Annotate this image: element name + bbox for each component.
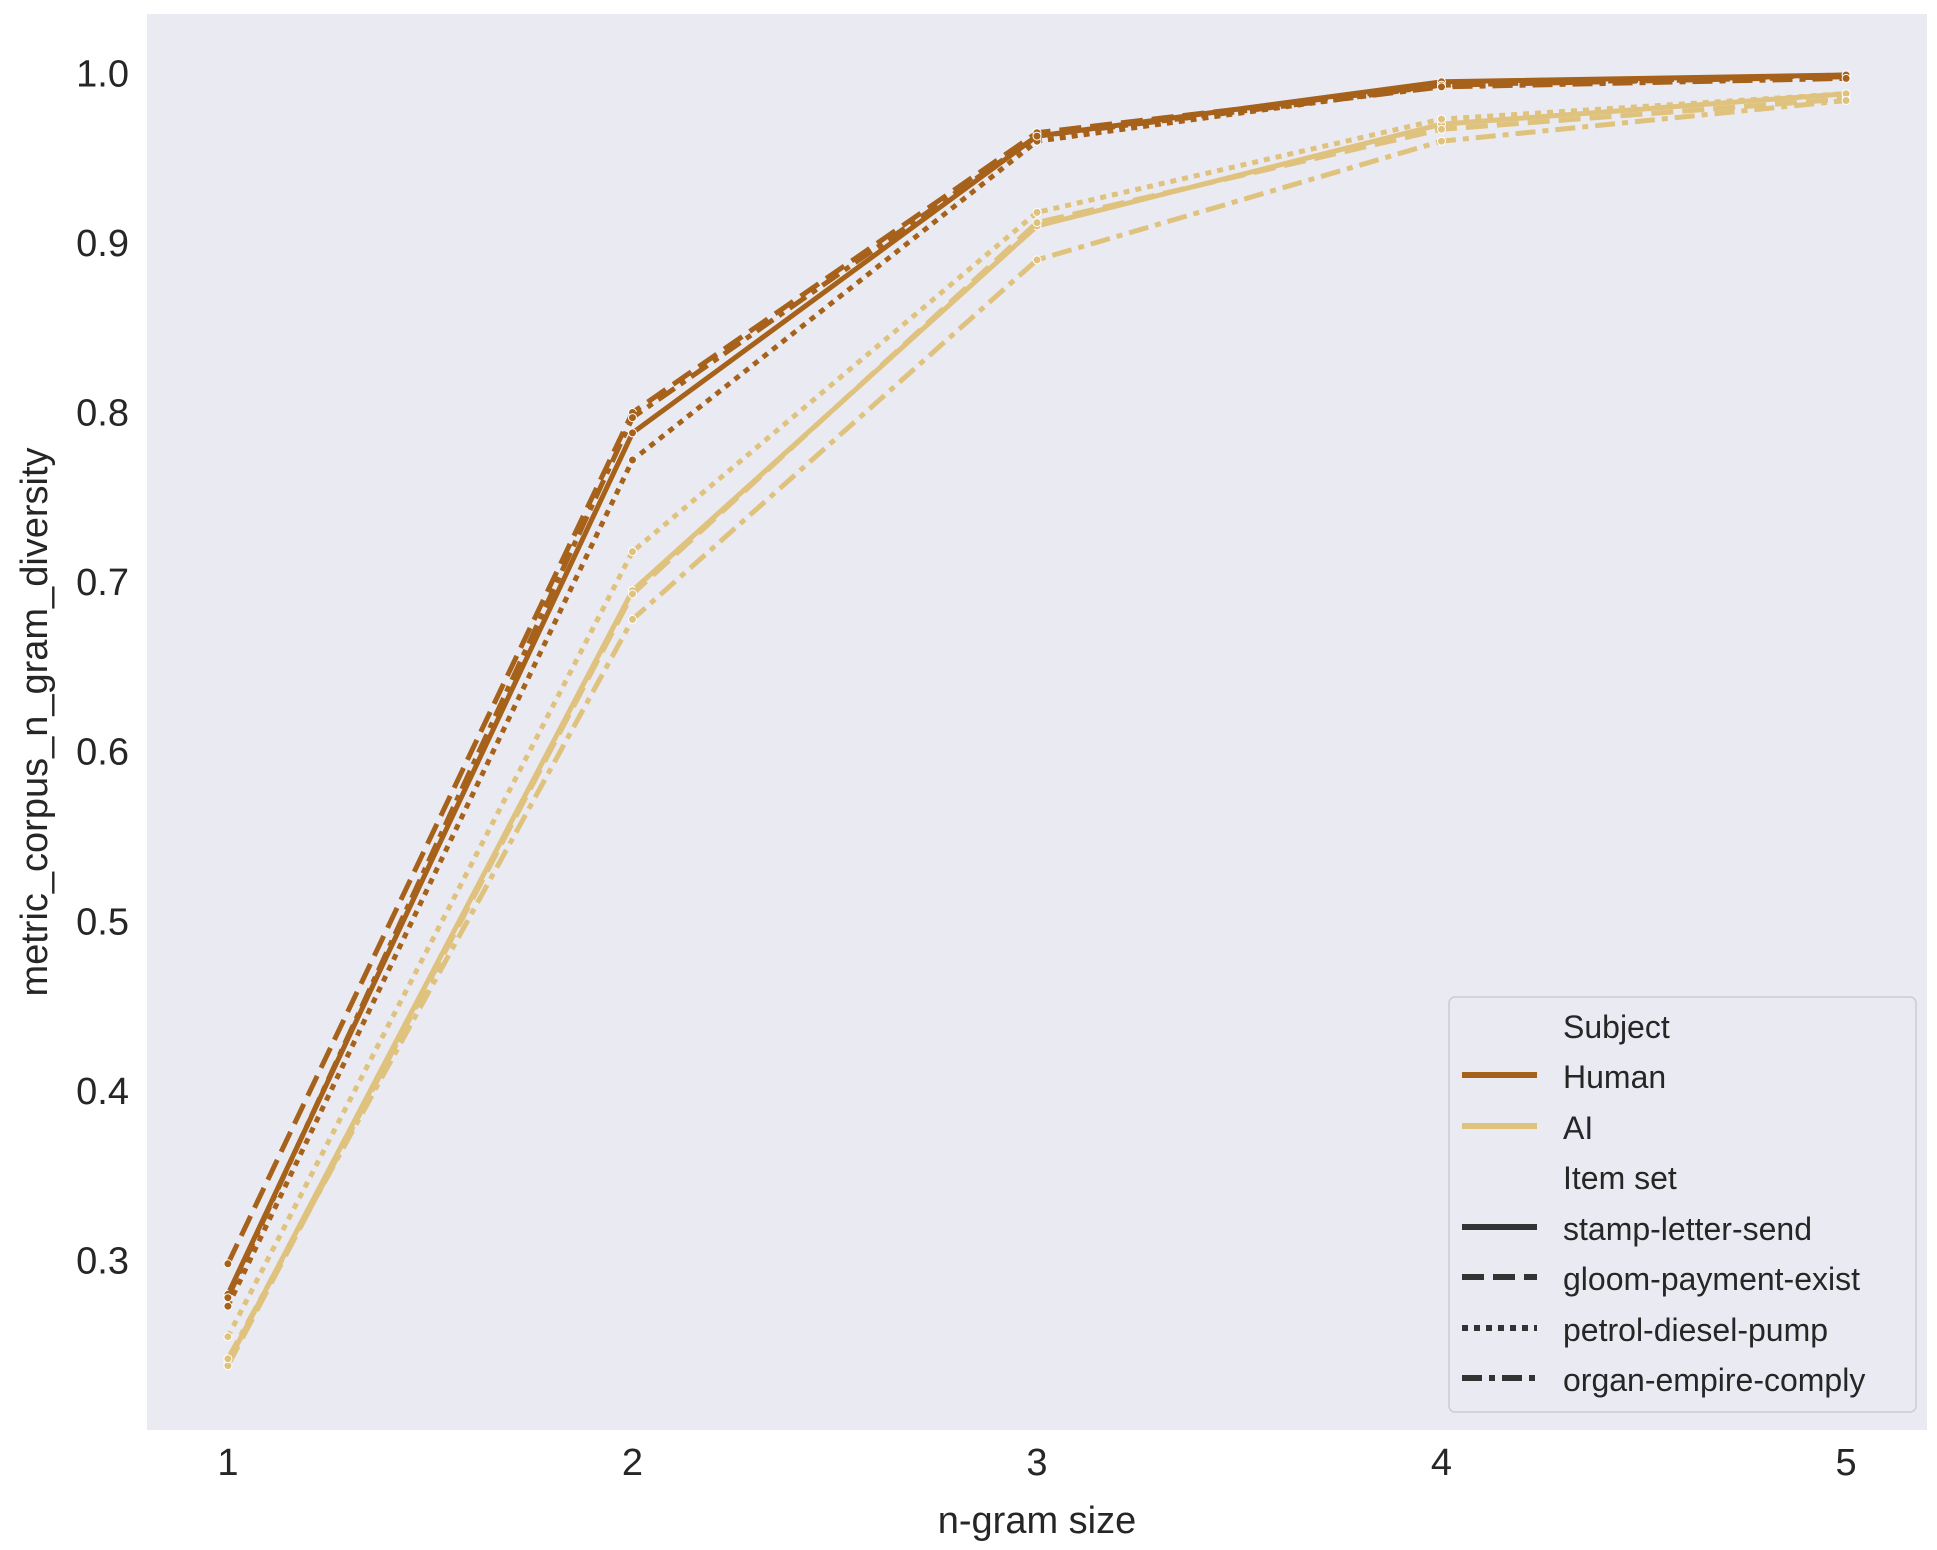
- data-point-human-gloom-payment-exist-1: [223, 1259, 233, 1269]
- legend-subject-title: Subject: [1563, 1009, 1670, 1045]
- data-point-ai-petrol-diesel-pump-3: [1032, 207, 1042, 217]
- y-tick-labels: 0.3 0.4 0.5 0.6 0.7 0.8 0.9 1.0: [76, 53, 129, 1282]
- y-tick-label: 0.9: [76, 223, 129, 265]
- y-tick-label: 0.8: [76, 393, 129, 435]
- data-point-ai-petrol-diesel-pump-1: [223, 1332, 233, 1342]
- data-point-human-organ-empire-comply-1: [223, 1293, 233, 1303]
- legend-ai-label: AI: [1563, 1110, 1593, 1146]
- x-tick-label: 1: [217, 1442, 238, 1484]
- x-tick-labels: 1 2 3 4 5: [217, 1442, 1856, 1484]
- y-tick-label: 0.4: [76, 1071, 129, 1113]
- y-tick-label: 0.6: [76, 732, 129, 774]
- legend-gloom-payment-exist-label: gloom-payment-exist: [1563, 1261, 1860, 1297]
- data-point-human-organ-empire-comply-5: [1841, 73, 1851, 83]
- data-point-ai-petrol-diesel-pump-4: [1437, 114, 1446, 124]
- legend-organ-empire-comply-label: organ-empire-comply: [1563, 1362, 1865, 1398]
- x-tick-label: 4: [1431, 1442, 1452, 1484]
- legend-stamp-letter-send-label: stamp-letter-send: [1563, 1211, 1812, 1247]
- data-point-human-organ-empire-comply-3: [1032, 131, 1042, 141]
- data-point-human-organ-empire-comply-2: [628, 413, 637, 423]
- data-point-ai-organ-empire-comply-1: [223, 1354, 233, 1364]
- data-point-ai-organ-empire-comply-4: [1437, 136, 1446, 146]
- legend-human-label: Human: [1563, 1059, 1666, 1095]
- y-tick-label: 0.7: [76, 562, 129, 604]
- y-tick-label: 0.3: [76, 1240, 129, 1282]
- data-point-ai-organ-empire-comply-5: [1841, 96, 1851, 105]
- data-point-ai-organ-empire-comply-2: [628, 614, 637, 624]
- legend-petrol-diesel-pump-label: petrol-diesel-pump: [1563, 1312, 1828, 1348]
- legend: Subject Human AI Item set stamp-letter-s…: [1448, 996, 1917, 1413]
- data-point-human-organ-empire-comply-4: [1437, 82, 1446, 92]
- data-point-ai-organ-empire-comply-3: [1032, 255, 1042, 265]
- series-line-ai-petrol-diesel-pump: [225, 91, 1847, 1338]
- y-tick-label: 1.0: [76, 53, 129, 95]
- x-tick-label: 2: [622, 1442, 643, 1484]
- y-axis-label: metric_corpus_n_gram_diversity: [14, 447, 56, 996]
- x-tick-label: 3: [1026, 1442, 1047, 1484]
- legend-itemset-title: Item set: [1563, 1160, 1677, 1196]
- series-line-human-organ-empire-comply: [225, 75, 1847, 1299]
- x-axis-label: n-gram size: [938, 1500, 1137, 1542]
- data-point-ai-gloom-payment-exist-4: [1437, 124, 1446, 134]
- data-point-human-stamp-letter-send-2: [628, 428, 637, 438]
- data-point-ai-gloom-payment-exist-3: [1032, 218, 1042, 228]
- legend-box: [1448, 996, 1917, 1413]
- data-point-ai-gloom-payment-exist-2: [628, 589, 637, 599]
- data-point-human-petrol-diesel-pump-2: [628, 455, 637, 465]
- series-layer: [223, 70, 1851, 1371]
- y-tick-label: 0.5: [76, 901, 129, 943]
- series-line-ai-gloom-payment-exist: [225, 96, 1847, 1367]
- data-point-ai-petrol-diesel-pump-2: [628, 547, 637, 557]
- data-point-human-petrol-diesel-pump-1: [223, 1301, 233, 1311]
- series-line-ai-organ-empire-comply: [225, 98, 1847, 1361]
- x-tick-label: 5: [1836, 1442, 1857, 1484]
